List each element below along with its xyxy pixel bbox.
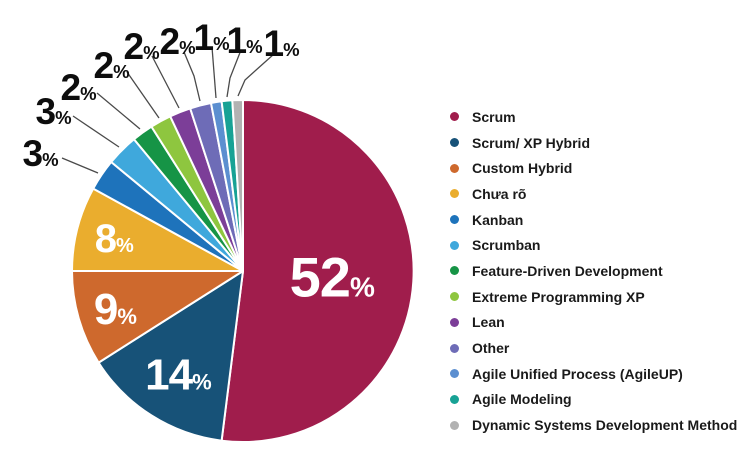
legend-item-scrum-xp-hybrid: Scrum/ XP Hybrid xyxy=(450,130,737,156)
legend-item-dynamic-systems-development-method: Dynamic Systems Development Method xyxy=(450,412,737,438)
percent-label-scrum: 52% xyxy=(290,246,375,309)
legend-item-feature-driven-development: Feature-Driven Development xyxy=(450,258,737,284)
percent-label-scrum-xp-hybrid: 14% xyxy=(145,350,211,399)
legend-label: Custom Hybrid xyxy=(472,160,573,177)
legend-swatch-icon xyxy=(450,420,459,430)
legend-label: Kanban xyxy=(472,211,524,228)
legend-label: Extreme Programming XP xyxy=(472,288,645,305)
legend-label: Lean xyxy=(472,314,505,331)
legend-swatch-icon xyxy=(450,215,459,225)
legend-label: Scrum xyxy=(472,108,516,125)
percent-label-lean: 2% xyxy=(123,26,159,67)
legend: Scrum Scrum/ XP Hybrid Custom Hybrid Chưa r… xyxy=(450,104,737,438)
legend-swatch-icon xyxy=(450,343,459,353)
legend-label: Feature-Driven Development xyxy=(472,262,663,279)
leader-line-agile-modeling xyxy=(226,49,242,98)
leader-line-agile-unified-process-agileup xyxy=(211,46,217,99)
legend-swatch-icon xyxy=(450,189,459,199)
legend-item-lean: Lean xyxy=(450,310,737,336)
percent-label-agile-modeling: 1% xyxy=(226,20,262,61)
percent-label-scrumban: 3% xyxy=(35,91,71,132)
legend-label: Scrumban xyxy=(472,237,541,254)
pie-slice-scrum-xp-hybrid xyxy=(97,270,244,442)
percent-label-extreme-programming-xp: 2% xyxy=(93,45,129,86)
percent-label-kanban: 3% xyxy=(22,133,58,174)
leader-line-extreme-programming-xp xyxy=(126,71,160,119)
leader-line-other xyxy=(183,51,201,102)
legend-item-kanban: Kanban xyxy=(450,207,737,233)
legend-label: Other xyxy=(472,340,510,357)
legend-label: Agile Unified Process (AgileUP) xyxy=(472,365,683,382)
percent-label-other: 2% xyxy=(159,21,195,62)
legend-label: Agile Modeling xyxy=(472,391,572,408)
legend-label: Dynamic Systems Development Method xyxy=(472,417,738,434)
legend-swatch-icon xyxy=(450,112,459,122)
leader-line-scrumban xyxy=(72,115,120,148)
legend-item-ch-a-r: Chưa rõ xyxy=(450,181,737,207)
legend-label: Chưa rõ xyxy=(472,185,527,202)
legend-item-extreme-programming-xp: Extreme Programming XP xyxy=(450,284,737,310)
leader-line-lean xyxy=(151,55,180,109)
legend-swatch-icon xyxy=(450,317,459,327)
legend-item-other: Other xyxy=(450,335,737,361)
legend-item-scrumban: Scrumban xyxy=(450,232,737,258)
leader-line-dynamic-systems-development-method xyxy=(237,53,275,97)
legend-label: Scrum/ XP Hybrid xyxy=(472,134,591,151)
leader-line-feature-driven-development xyxy=(96,92,141,130)
percent-label-agile-unified-process-agileup: 1% xyxy=(193,17,229,58)
legend-swatch-icon xyxy=(450,163,459,173)
pie-slice-dynamic-systems-development-method xyxy=(231,98,244,272)
legend-item-agile-modeling: Agile Modeling xyxy=(450,387,737,413)
legend-swatch-icon xyxy=(450,369,459,379)
leader-line-kanban xyxy=(61,157,99,174)
legend-item-scrum: Scrum xyxy=(450,104,737,130)
percent-label-ch-a-r: 8% xyxy=(95,217,134,261)
percent-label-custom-hybrid: 9% xyxy=(94,285,136,334)
percent-label-dynamic-systems-development-method: 1% xyxy=(263,23,299,64)
pie-slice-scrum xyxy=(220,99,415,443)
legend-swatch-icon xyxy=(450,266,459,276)
legend-item-custom-hybrid: Custom Hybrid xyxy=(450,155,737,181)
legend-swatch-icon xyxy=(450,394,459,404)
legend-swatch-icon xyxy=(450,292,459,302)
percent-label-feature-driven-development: 2% xyxy=(60,67,96,108)
pie-slice-custom-hybrid xyxy=(71,270,244,364)
legend-item-agile-unified-process-agileup: Agile Unified Process (AgileUP) xyxy=(450,361,737,387)
legend-swatch-icon xyxy=(450,240,459,250)
legend-swatch-icon xyxy=(450,138,459,148)
